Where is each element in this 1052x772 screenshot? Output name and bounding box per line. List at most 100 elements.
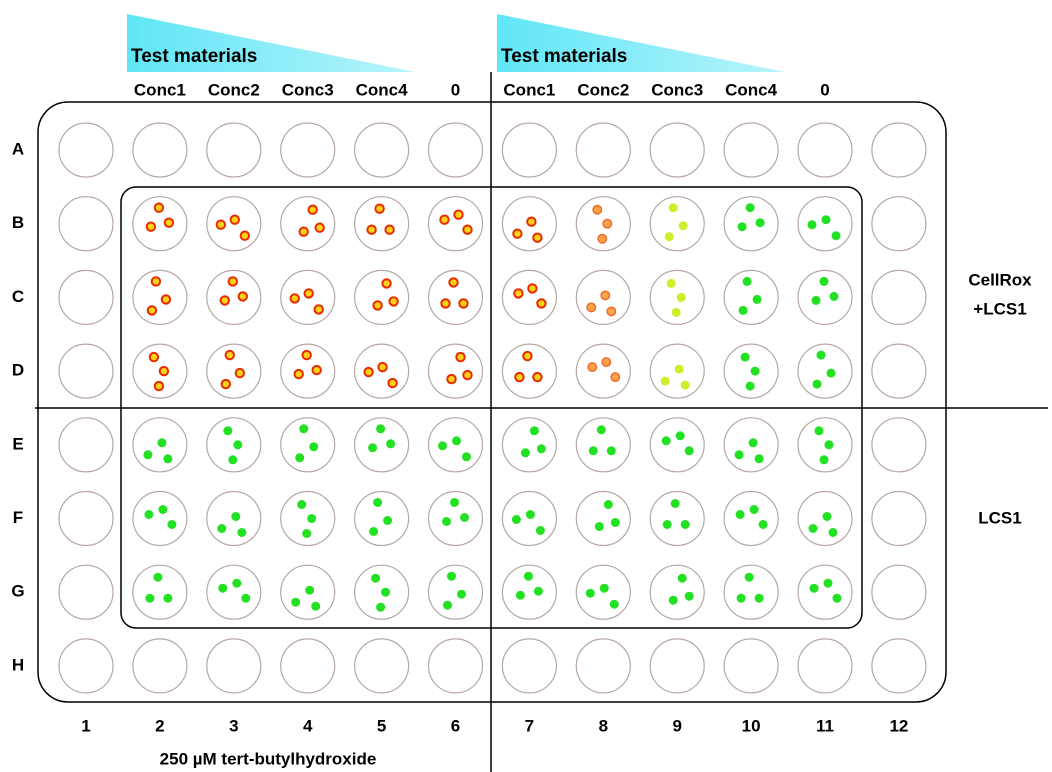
column-label: 7 [525, 716, 534, 735]
cell-dot [741, 353, 750, 362]
cell-dot [601, 291, 609, 299]
cell-dot [373, 301, 381, 309]
well [724, 123, 778, 177]
cell-dot [316, 224, 324, 232]
cell-dot [521, 448, 530, 457]
cell-dot [812, 296, 821, 305]
well [429, 197, 483, 251]
cell-dot [165, 219, 173, 227]
well [133, 492, 187, 546]
cell-dot [685, 592, 694, 601]
cell-dot [443, 601, 452, 610]
cell-dot [536, 526, 545, 535]
cell-dot [600, 584, 609, 593]
cell-dot [685, 446, 694, 455]
concentration-label: Conc2 [208, 80, 260, 99]
cell-dot [737, 594, 746, 603]
concentration-label: 0 [820, 80, 829, 99]
cell-dot [388, 379, 396, 387]
cell-dot [157, 438, 166, 447]
cell-dot [369, 527, 378, 536]
well [281, 639, 335, 693]
cell-dot [239, 292, 247, 300]
well [59, 639, 113, 693]
well [872, 197, 926, 251]
cell-dot [677, 293, 686, 302]
cell-dot [381, 588, 390, 597]
cell-dot [295, 453, 304, 462]
cell-dot [150, 353, 158, 361]
cell-dot [382, 279, 390, 287]
well [724, 270, 778, 324]
cell-dot [817, 351, 826, 360]
cell-dot [383, 516, 392, 525]
well [872, 492, 926, 546]
cell-dot [459, 299, 467, 307]
cell-dot [537, 299, 545, 307]
row-label: G [11, 582, 24, 601]
cell-dot [604, 500, 613, 509]
cell-dot [463, 371, 471, 379]
column-label: 11 [816, 716, 834, 735]
row-label: A [12, 139, 24, 158]
cell-dot [533, 373, 541, 381]
cell-dot [676, 431, 685, 440]
well [872, 123, 926, 177]
cell-dot [440, 216, 448, 224]
cell-dot [528, 284, 536, 292]
cell-dot [218, 584, 227, 593]
plate-diagram: Test materials Test materials CellRox +L… [0, 0, 1052, 772]
cell-dot [607, 307, 615, 315]
cell-dot [745, 573, 754, 582]
well [59, 565, 113, 619]
cell-dot [376, 603, 385, 612]
cell-dot [315, 305, 323, 313]
cell-dot [809, 524, 818, 533]
cell-dot [756, 218, 765, 227]
cell-dot [222, 380, 230, 388]
cell-dot [813, 380, 822, 389]
row-label: B [12, 213, 24, 232]
well [281, 418, 335, 472]
well [798, 639, 852, 693]
well [59, 197, 113, 251]
cell-dot [681, 520, 690, 529]
well [281, 197, 335, 251]
well [59, 492, 113, 546]
cell-dot [526, 510, 535, 519]
cell-dot [514, 289, 522, 297]
cell-dot [746, 382, 755, 391]
cell-dot [217, 524, 226, 533]
cell-dot [368, 443, 377, 452]
concentration-label: Conc3 [282, 80, 334, 99]
cell-dot [675, 365, 684, 374]
cell-dot [231, 512, 240, 521]
cell-dot [386, 439, 395, 448]
cell-dot [759, 520, 768, 529]
well [502, 123, 556, 177]
concentration-label: Conc4 [725, 80, 778, 99]
cell-dot [681, 381, 690, 390]
well [281, 123, 335, 177]
cell-dot [678, 574, 687, 583]
cell-dot [303, 351, 311, 359]
cell-dot [162, 295, 170, 303]
footer-label: 250 µM tert-butylhydroxide [160, 749, 377, 768]
cell-dot [167, 520, 176, 529]
cell-dot [309, 206, 317, 214]
cell-dot [586, 589, 595, 598]
cell-dot [441, 299, 449, 307]
cell-dot [302, 529, 311, 538]
cell-dot [389, 297, 397, 305]
cell-dot [223, 426, 232, 435]
well [59, 344, 113, 398]
column-label: 9 [672, 716, 681, 735]
well [872, 344, 926, 398]
well [798, 565, 852, 619]
column-label: 3 [229, 716, 238, 735]
cell-dot [309, 442, 318, 451]
cell-dot [447, 375, 455, 383]
cell-dot [231, 216, 239, 224]
column-label: 2 [155, 716, 164, 735]
cell-dot [305, 289, 313, 297]
